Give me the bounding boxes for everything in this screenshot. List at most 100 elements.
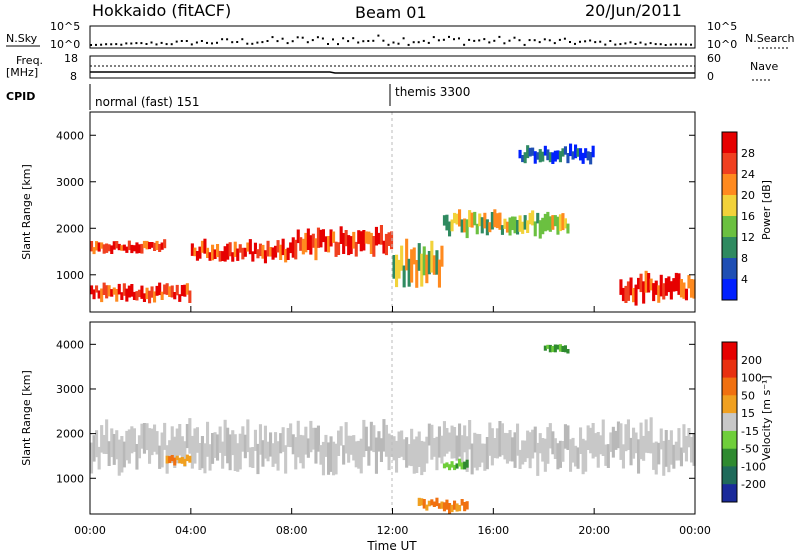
heat-cell <box>684 436 688 462</box>
heat-cell <box>632 427 636 459</box>
heat-cell <box>372 236 376 257</box>
heat-cell <box>122 244 126 251</box>
heat-cell <box>100 242 104 249</box>
heat-cell <box>594 433 598 457</box>
nsearch-label: N.Search <box>745 32 795 45</box>
heat-cell <box>541 438 545 462</box>
heat-cell <box>505 221 509 233</box>
sky-point <box>377 34 380 37</box>
heat-cell <box>516 423 520 456</box>
heat-cell <box>516 220 520 235</box>
heat-cell <box>591 423 595 459</box>
heat-cell <box>397 431 401 458</box>
heat-cell <box>337 242 341 255</box>
heat-cell <box>576 447 580 469</box>
heat-cell <box>130 426 134 454</box>
heat-cell <box>397 259 401 279</box>
heat-cell <box>455 435 459 461</box>
heat-cell <box>354 441 358 468</box>
sky-point <box>155 43 158 46</box>
heat-cell <box>92 247 96 255</box>
heat-cell <box>175 455 179 461</box>
sky-point <box>690 43 692 46</box>
sky-point <box>387 43 390 46</box>
heat-cell <box>448 464 452 471</box>
heat-cell <box>160 291 164 300</box>
heat-cell <box>140 285 144 299</box>
nsky-tick-top: 10^5 <box>50 20 80 33</box>
sky-point <box>281 37 284 40</box>
heat-cell <box>309 235 313 255</box>
heat-cell <box>458 458 462 467</box>
heat-cell <box>155 240 159 250</box>
sky-point <box>382 39 385 42</box>
heat-cell <box>324 236 328 252</box>
heat-cell <box>334 443 338 475</box>
sky-point <box>488 41 491 44</box>
heat-cell <box>531 147 535 156</box>
heat-cell <box>274 432 278 464</box>
sky-point <box>327 43 329 45</box>
heat-cell <box>672 278 676 292</box>
heat-cell <box>316 425 320 452</box>
heat-cell <box>304 232 308 253</box>
heat-cell <box>95 241 99 251</box>
heat-cell <box>369 232 373 254</box>
heat-cell <box>621 444 625 469</box>
heat-cell <box>536 152 540 160</box>
heat-cell <box>647 273 651 293</box>
heat-cell <box>460 462 464 470</box>
heat-cell <box>334 241 338 257</box>
heat-cell <box>664 430 668 467</box>
heat-cell <box>448 432 452 452</box>
heat-cell <box>609 432 613 452</box>
sky-point <box>115 43 118 46</box>
heat-cell <box>679 447 683 467</box>
heat-cell <box>377 232 381 245</box>
heat-cell <box>263 425 267 459</box>
sky-point <box>372 39 375 42</box>
heat-cell <box>291 434 295 455</box>
heat-cell <box>173 457 177 466</box>
sky-point <box>135 42 138 45</box>
heat-cell <box>256 443 260 475</box>
heat-cell <box>122 441 126 468</box>
heat-cell <box>276 240 280 253</box>
heat-cell <box>266 441 270 462</box>
colorbar-swatch <box>722 466 737 485</box>
heat-cell <box>178 294 182 302</box>
sky-point <box>684 43 687 46</box>
heat-cell <box>445 499 449 510</box>
heat-cell <box>659 428 663 450</box>
heat-cell <box>387 433 391 471</box>
x-tick-label: 04:00 <box>175 524 207 537</box>
heat-cell <box>687 275 691 289</box>
heat-cell <box>485 219 489 236</box>
heat-cell <box>533 151 537 164</box>
heat-cell <box>223 419 227 456</box>
heat-cell <box>546 427 550 464</box>
heat-cell <box>619 279 623 295</box>
heat-cell <box>269 247 273 257</box>
heat-cell <box>500 423 504 456</box>
heat-cell <box>626 419 630 450</box>
heat-cell <box>135 444 139 470</box>
sky-point <box>432 36 435 39</box>
heat-cell <box>427 423 431 446</box>
heat-cell <box>616 421 620 449</box>
heat-cell <box>657 442 661 465</box>
heat-cell <box>480 443 484 463</box>
heat-cell <box>163 422 167 450</box>
sky-point <box>594 41 597 44</box>
sky-point <box>579 40 581 43</box>
heat-cell <box>415 436 419 473</box>
heat-cell <box>619 423 623 460</box>
heat-cell <box>299 237 303 251</box>
colorbar-tick-label: -200 <box>741 478 766 491</box>
sky-points <box>90 34 692 46</box>
sky-point <box>170 43 173 46</box>
heat-cell <box>329 436 333 472</box>
sky-point <box>266 40 269 42</box>
heat-cell <box>110 245 114 254</box>
heat-cell <box>460 219 464 233</box>
